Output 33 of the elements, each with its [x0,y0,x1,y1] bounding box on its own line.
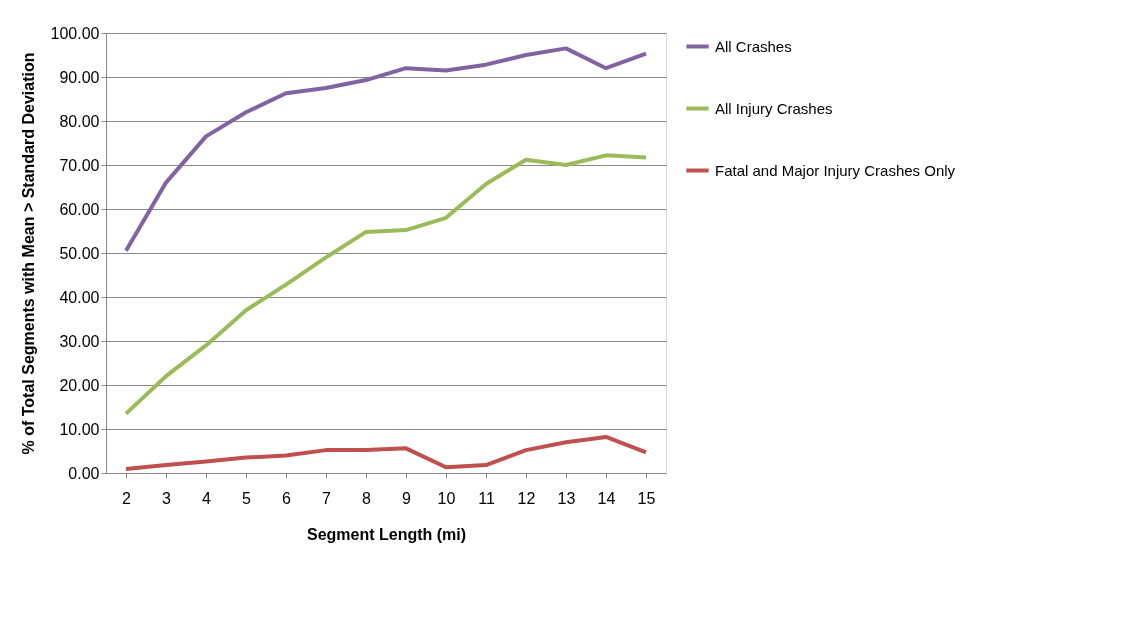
y-tick-label: 100.00 [50,24,100,42]
x-tick-label: 12 [517,489,536,507]
y-tick-label: 20.00 [59,376,100,394]
x-tick-label: 6 [282,489,292,507]
legend-label: All Crashes [715,37,792,55]
x-tick-label: 3 [162,489,172,507]
x-tick-label: 7 [322,489,332,507]
line-series [124,434,648,472]
legend-label: Fatal and Major Injury Crashes Only [715,161,956,179]
x-axis-title: Segment Length (mi) [306,525,467,543]
y-axis-title: % of Total Segments with Mean > Standard Deviation [19,52,37,455]
x-tick-label: 9 [402,489,412,507]
line-series [124,46,648,253]
legend-label: All Injury Crashes [715,99,833,117]
x-tick-label: 14 [597,489,616,507]
x-tick-label: 15 [637,489,656,507]
y-tick-label: 30.00 [59,332,100,350]
x-tick-label: 5 [242,489,252,507]
x-tick-label: 8 [362,489,372,507]
y-tick-label: 40.00 [59,288,100,306]
x-tick-label: 4 [202,489,212,507]
y-tick-label: 70.00 [59,156,100,174]
x-tick-label: 11 [478,489,495,507]
y-tick-label: 10.00 [59,420,100,438]
y-tick-label: 90.00 [59,68,100,86]
x-tick-label: 13 [557,489,576,507]
x-tick-label: 10 [437,489,456,507]
y-tick-label: 60.00 [59,200,100,218]
y-tick-label: 80.00 [59,112,100,130]
y-tick-label: 50.00 [59,244,100,262]
x-tick-label: 2 [122,489,132,507]
y-tick-label: 0.00 [68,464,100,482]
line-series [124,153,648,416]
